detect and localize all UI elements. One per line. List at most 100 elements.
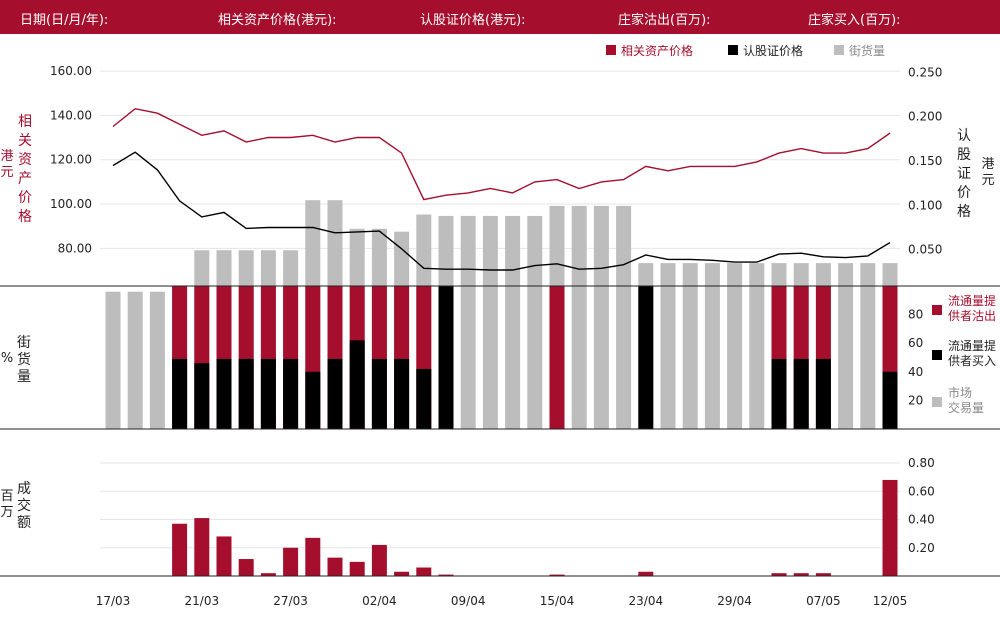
lp-buy-bar bbox=[260, 358, 276, 429]
hold-axis-title: 货 bbox=[17, 351, 31, 368]
lp-buy-bar bbox=[394, 358, 410, 429]
street-holding-bar bbox=[860, 263, 876, 429]
turnover-bar bbox=[260, 573, 276, 576]
x-axis-date-label: 07/05 bbox=[806, 594, 841, 608]
street-holding-bar bbox=[527, 215, 543, 429]
street-holding-bar bbox=[838, 263, 854, 429]
header-sell-label: 庄家沽出(百万): bbox=[618, 13, 711, 28]
street-holding-bar bbox=[682, 263, 698, 429]
price-left-tick: 120.00 bbox=[50, 153, 92, 167]
price-left-tick: 100.00 bbox=[50, 197, 92, 211]
x-axis-date-label: 15/04 bbox=[540, 594, 575, 608]
lp-buy-bar bbox=[283, 358, 299, 429]
volume-axis-title: 额 bbox=[17, 515, 31, 531]
street-holding-bar bbox=[704, 263, 720, 429]
lp-buy-bar bbox=[371, 358, 387, 429]
price-right-axis-title: 股 bbox=[957, 147, 971, 163]
price-left-axis-title: 资 bbox=[18, 152, 32, 168]
header-buy-label: 庄家买入(百万): bbox=[808, 13, 901, 28]
lp-buy-bar bbox=[793, 358, 809, 429]
turnover-bar bbox=[793, 573, 809, 576]
turnover-bar bbox=[327, 557, 343, 576]
lp-buy-bar bbox=[638, 286, 654, 429]
turnover-bar bbox=[549, 574, 565, 576]
turnover-bar bbox=[815, 573, 831, 576]
hold-axis-title: 量 bbox=[17, 369, 31, 385]
lp-buy-bar bbox=[771, 358, 787, 429]
lp-buy-bar bbox=[194, 363, 210, 429]
street-holding-bar bbox=[460, 215, 476, 429]
x-axis-date-label: 27/03 bbox=[273, 594, 308, 608]
volume-right-tick: 0.60 bbox=[908, 484, 935, 498]
price-left-axis-unit: 港 bbox=[0, 149, 13, 164]
turnover-bar bbox=[283, 547, 299, 576]
price-right-tick: 0.250 bbox=[908, 65, 942, 79]
volume-axis-unit: 万 bbox=[0, 505, 13, 520]
underlying-price-line bbox=[112, 107, 891, 201]
turnover-bar bbox=[416, 567, 432, 576]
turnover-bar bbox=[438, 574, 454, 576]
street-holding-bar bbox=[593, 205, 609, 429]
turnover-bar bbox=[882, 479, 898, 576]
lp-buy-bar bbox=[882, 371, 898, 429]
lp-buy-bar bbox=[438, 286, 454, 429]
price-right-axis-title: 价 bbox=[957, 185, 971, 201]
header-warrant-label: 认股证价格(港元): bbox=[420, 13, 526, 28]
lp-buy-bar bbox=[238, 358, 254, 429]
turnover-bar bbox=[638, 571, 654, 576]
price-right-tick: 0.100 bbox=[908, 198, 942, 212]
price-left-tick: 80.00 bbox=[58, 241, 92, 255]
hold-legend-swatch bbox=[932, 350, 942, 360]
price-left-axis-title: 关 bbox=[18, 133, 32, 149]
street-holding-bar bbox=[105, 291, 121, 429]
street-holding-bar bbox=[482, 215, 498, 429]
street-holding-bar bbox=[505, 215, 521, 429]
top-legend-swatch bbox=[834, 45, 844, 55]
turnover-bar bbox=[349, 561, 365, 576]
street-holding-bar bbox=[149, 291, 165, 429]
hold-legend-label: 交易量 bbox=[948, 400, 984, 415]
price-left-tick: 160.00 bbox=[50, 64, 92, 78]
hold-right-tick: 80 bbox=[908, 308, 923, 322]
hold-legend-label: 市场 bbox=[948, 385, 972, 400]
lp-buy-bar bbox=[349, 340, 365, 429]
hold-right-tick: 40 bbox=[908, 365, 923, 379]
header-bar: 日期(日/月/年): 相关资产价格(港元): 认股证价格(港元): 庄家沽出(百… bbox=[0, 0, 1000, 34]
volume-axis-unit: 百 bbox=[0, 489, 13, 504]
x-axis-date-label: 23/04 bbox=[629, 594, 664, 608]
turnover-bar bbox=[771, 573, 787, 576]
price-left-axis-title: 价 bbox=[18, 190, 32, 206]
top-legend-label: 认股证价格 bbox=[743, 43, 803, 58]
top-legend-label: 街货量 bbox=[849, 43, 885, 58]
lp-sell-bar bbox=[549, 286, 565, 429]
price-right-axis-unit: 元 bbox=[981, 173, 994, 188]
hold-legend-label: 流通量提 bbox=[948, 338, 996, 353]
x-axis-date-label: 17/03 bbox=[96, 594, 131, 608]
x-axis-date-label: 12/05 bbox=[873, 594, 908, 608]
hold-legend-label: 供者沽出 bbox=[948, 309, 996, 323]
price-right-tick: 0.200 bbox=[908, 110, 942, 124]
hold-axis-unit: % bbox=[1, 351, 13, 366]
header-date-label: 日期(日/月/年): bbox=[20, 13, 109, 28]
volume-right-tick: 0.80 bbox=[908, 456, 935, 470]
lp-buy-bar bbox=[327, 358, 343, 429]
street-holding-bar bbox=[749, 263, 765, 429]
price-right-tick: 0.150 bbox=[908, 154, 942, 168]
lp-buy-bar bbox=[416, 368, 432, 429]
x-axis-date-label: 29/04 bbox=[717, 594, 752, 608]
price-left-tick: 140.00 bbox=[50, 108, 92, 122]
price-left-axis-unit: 元 bbox=[0, 165, 13, 180]
street-holding-bar bbox=[127, 291, 143, 429]
price-right-tick: 0.050 bbox=[908, 243, 942, 257]
street-holding-bar bbox=[660, 263, 676, 429]
warrant-price-line bbox=[112, 151, 891, 271]
hold-axis-title: 街 bbox=[17, 335, 31, 351]
volume-right-tick: 0.40 bbox=[908, 513, 935, 527]
x-axis-date-label: 21/03 bbox=[185, 594, 220, 608]
hold-right-tick: 20 bbox=[908, 393, 923, 407]
top-legend-swatch bbox=[728, 45, 738, 55]
lp-buy-bar bbox=[172, 358, 188, 429]
turnover-bar bbox=[216, 536, 232, 576]
price-right-axis-title: 认 bbox=[957, 128, 971, 144]
